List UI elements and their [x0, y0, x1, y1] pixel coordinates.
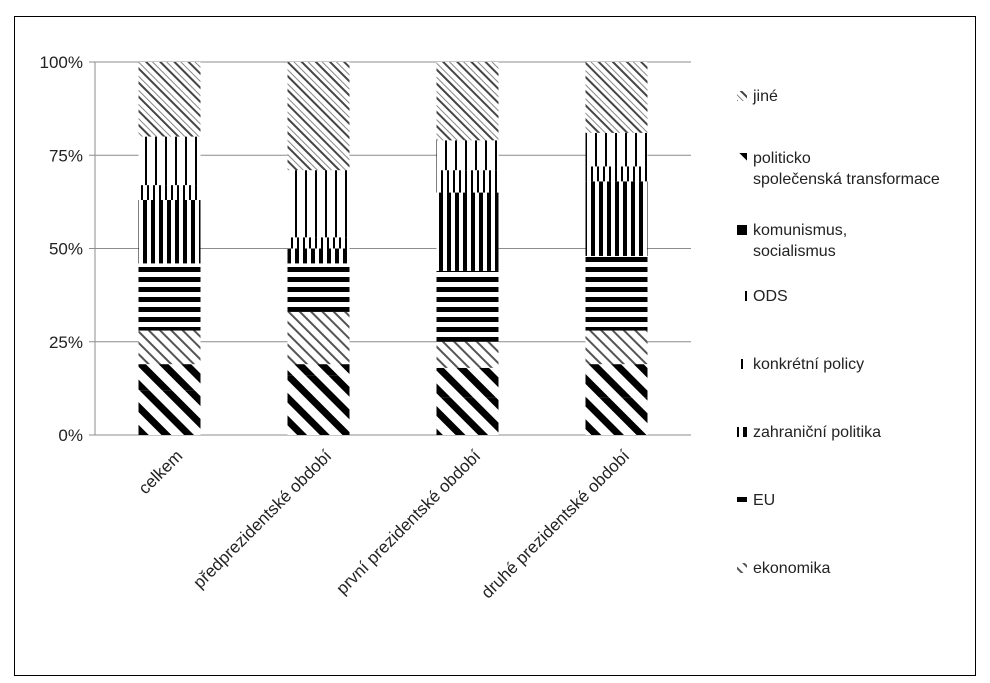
x-category-label: první prezidentské období	[333, 446, 485, 598]
bar-segment	[138, 62, 201, 137]
bar-segment	[138, 364, 201, 391]
bar-segment	[436, 192, 499, 271]
bar-segment	[585, 166, 648, 182]
bar-segment	[436, 341, 499, 368]
bar-segment	[436, 140, 499, 171]
bar-segment	[585, 181, 648, 256]
legend-swatch	[737, 495, 747, 505]
bar-segment	[138, 263, 201, 331]
bar-segment	[436, 270, 499, 342]
y-tick-label: 25%	[49, 333, 83, 352]
legend-label: ODS	[753, 288, 788, 305]
x-category-label: celkem	[135, 446, 187, 498]
bar-segment	[585, 330, 648, 365]
y-tick-label: 100%	[40, 53, 83, 72]
stacked-bar-chart: 0% 25% 50% 75% 100% celkem předprezidentské o…	[40, 53, 940, 602]
bar-segment	[585, 132, 648, 167]
y-tick-label: 0%	[58, 426, 83, 445]
bar-segment	[585, 62, 648, 133]
legend-label: konkrétní policy	[753, 356, 864, 373]
bar-segment	[287, 237, 350, 249]
bar-segment	[287, 62, 350, 171]
legend-swatch	[737, 563, 747, 573]
legend-label: komunismus, socialismus	[753, 222, 847, 260]
legend-swatch	[737, 153, 747, 163]
bar-segment	[287, 263, 350, 312]
legend-label: zahraniční politika	[753, 424, 881, 441]
x-category-label: předprezidentské období	[190, 446, 336, 592]
y-tick-label: 50%	[49, 240, 83, 259]
legend-label: politicko společenská transformace	[753, 150, 940, 188]
x-category-label: druhé prezidentské období	[478, 446, 634, 602]
bar-segment	[585, 364, 648, 398]
legend-swatch	[737, 291, 747, 301]
bar-segment	[436, 397, 499, 435]
bar-segment	[287, 375, 350, 435]
bar-segment	[287, 248, 350, 264]
bar-segment	[138, 136, 201, 186]
bar-segment	[287, 364, 350, 376]
chart-frame: 0% 25% 50% 75% 100% celkem předprezidentské o…	[14, 16, 976, 676]
legend-swatch	[737, 225, 747, 235]
bar-segment	[436, 62, 499, 141]
bar-segment	[436, 170, 499, 193]
legend-label: jiné	[752, 88, 778, 105]
bar-segment	[287, 311, 350, 365]
y-axis: 0% 25% 50% 75% 100%	[40, 53, 96, 445]
bar-segment	[138, 390, 201, 435]
legend-swatch	[737, 359, 747, 369]
legend-swatch	[737, 91, 747, 101]
bar-segment	[138, 200, 201, 264]
bar-series	[138, 62, 648, 435]
bar-segment	[585, 255, 648, 331]
legend-label: ekonomika	[753, 560, 830, 577]
legend-swatch	[737, 427, 747, 437]
bar-segment	[138, 330, 201, 365]
legend-label: EU	[753, 492, 775, 509]
bar-segment	[436, 367, 499, 398]
bar-segment	[138, 185, 201, 201]
legend: jiné politicko společenská transformace kom…	[737, 88, 940, 577]
y-tick-label: 75%	[49, 146, 83, 165]
bar-segment	[287, 170, 350, 238]
bar-segment	[585, 397, 648, 435]
